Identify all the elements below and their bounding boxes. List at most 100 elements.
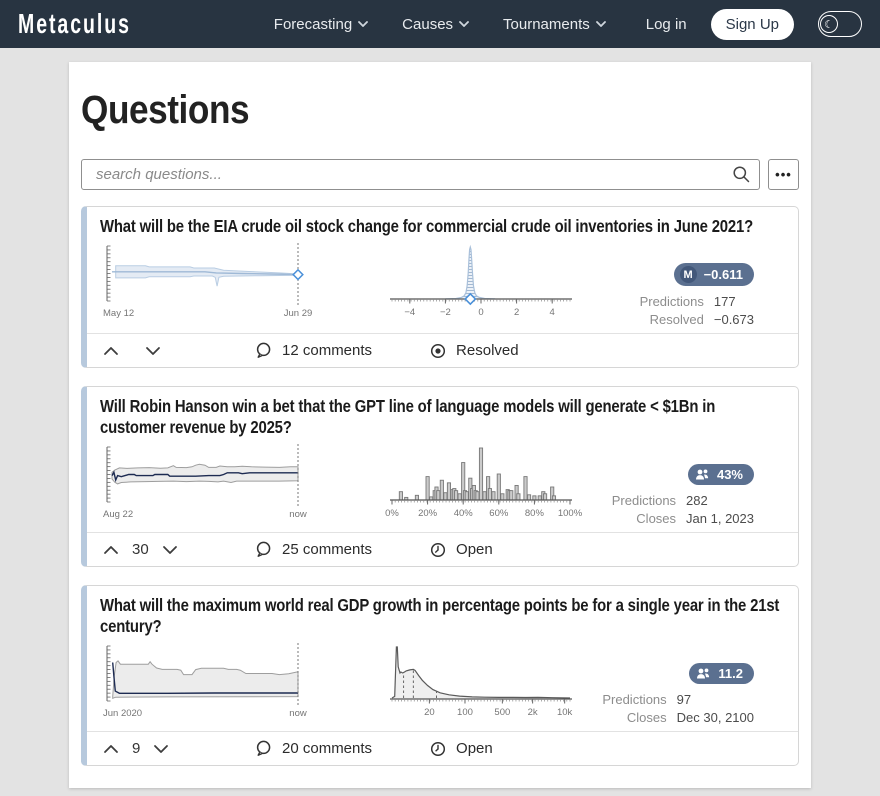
- nav-causes-label: Causes: [402, 15, 454, 33]
- svg-text:2k: 2k: [528, 707, 538, 718]
- comments-label: 25 comments: [282, 541, 373, 558]
- svg-text:4: 4: [550, 307, 555, 318]
- status: Resolved: [430, 342, 519, 359]
- charts-row: May 12 Jun 29 −4 −2 0 2 4 M −0.611 Prediction…: [100, 241, 782, 327]
- search-row: •••: [81, 159, 799, 190]
- downvote-button[interactable]: [162, 544, 178, 555]
- svg-text:100%: 100%: [558, 508, 583, 519]
- svg-text:80%: 80%: [525, 508, 545, 519]
- comments-link[interactable]: 12 comments: [255, 342, 372, 359]
- signup-button[interactable]: Sign Up: [710, 8, 794, 40]
- stat-label: Closes: [626, 710, 667, 725]
- vote-count: 9: [132, 740, 141, 757]
- people-icon: [695, 469, 709, 480]
- svg-text:Jun 2020: Jun 2020: [103, 708, 142, 719]
- svg-text:−4: −4: [404, 307, 415, 318]
- theme-toggle[interactable]: ☾: [818, 11, 862, 37]
- svg-text:20%: 20%: [418, 508, 438, 519]
- timeline-chart: May 12 Jun 29: [103, 243, 313, 319]
- upvote-button[interactable]: [103, 345, 119, 356]
- stat-value: Dec 30, 2100: [676, 710, 754, 725]
- downvote-button[interactable]: [153, 743, 169, 754]
- chevron-down-icon: [595, 21, 606, 27]
- badge-value: 43%: [716, 467, 743, 482]
- stat-value: 97: [676, 692, 692, 707]
- stat-label: Predictions: [639, 294, 704, 309]
- timeline-chart: Jun 2020 now: [103, 643, 307, 719]
- question-card[interactable]: Will Robin Hanson win a bet that the GPT…: [81, 386, 799, 567]
- comment-icon: [256, 541, 271, 557]
- nav-causes[interactable]: Causes: [402, 16, 469, 33]
- vote-controls: [103, 345, 215, 356]
- chevron-down-icon: [459, 21, 469, 27]
- vote-controls: 30: [103, 541, 215, 558]
- svg-text:May 12: May 12: [103, 308, 134, 319]
- nav-forecasting-label: Forecasting: [273, 15, 353, 33]
- comments-label: 12 comments: [282, 342, 373, 359]
- stat-label: Closes: [636, 511, 677, 526]
- distribution-chart: 20 100 500 2k 10k: [390, 646, 573, 718]
- vote-controls: 9: [103, 740, 215, 757]
- stat-value: 282: [686, 493, 708, 508]
- histogram-chart: 0% 20% 40% 60% 80% 100%: [385, 447, 583, 519]
- clock-icon: [430, 741, 446, 756]
- status: Open: [430, 541, 493, 558]
- comments-link[interactable]: 25 comments: [255, 541, 372, 558]
- comment-icon: [256, 342, 271, 358]
- stat-value: −0.673: [713, 312, 754, 327]
- question-title[interactable]: What will the maximum world real GDP gro…: [100, 595, 780, 636]
- prediction-badge: 11.2: [689, 663, 754, 684]
- vote-count: 30: [132, 541, 149, 558]
- logo[interactable]: Metaculus: [18, 7, 131, 40]
- page-title: Questions: [81, 88, 250, 132]
- more-options-button[interactable]: •••: [768, 159, 799, 190]
- svg-text:10k: 10k: [557, 707, 573, 718]
- distribution-chart: −4 −2 0 2 4: [390, 244, 572, 318]
- comments-label: 20 comments: [282, 740, 373, 757]
- badge-value: 11.2: [718, 666, 743, 681]
- navbar: Metaculus Forecasting Causes Tournaments…: [0, 0, 880, 48]
- svg-text:60%: 60%: [489, 508, 509, 519]
- svg-text:0: 0: [478, 307, 483, 318]
- timeline-chart: Aug 22 now: [103, 444, 307, 520]
- stat-label: Predictions: [602, 692, 667, 707]
- card-footer: 12 comments Resolved: [87, 333, 798, 367]
- upvote-button[interactable]: [103, 743, 119, 754]
- charts-row: Jun 2020 now 20 100 500 2k 10k 11.2: [100, 641, 782, 725]
- resolved-icon: [430, 343, 446, 358]
- stat-label: Resolved: [649, 312, 704, 327]
- prediction-stats: 11.2 Predictions 97 Closes Dec 30, 2100: [602, 641, 782, 725]
- nav-tournaments-label: Tournaments: [503, 15, 590, 33]
- searchbox: [81, 159, 760, 190]
- prediction-badge: M −0.611: [673, 263, 754, 286]
- upvote-button[interactable]: [103, 544, 119, 555]
- svg-text:Aug 22: Aug 22: [103, 509, 133, 520]
- svg-text:100: 100: [457, 707, 473, 718]
- question-card[interactable]: What will the maximum world real GDP gro…: [81, 585, 799, 766]
- moon-icon: ☾: [820, 15, 838, 33]
- people-icon: [697, 668, 710, 679]
- stat-value: 177: [713, 294, 736, 309]
- clock-icon: [430, 542, 446, 557]
- nav-forecasting[interactable]: Forecasting: [273, 15, 369, 33]
- charts-row: Aug 22 now 0% 20% 40% 60% 80% 100% 43%: [100, 442, 782, 526]
- main-nav: Forecasting Causes Tournaments: [274, 16, 606, 33]
- card-footer: 9 20 comments Open: [87, 731, 798, 765]
- login-link[interactable]: Log in: [645, 15, 687, 33]
- svg-text:20: 20: [424, 707, 435, 718]
- svg-text:2: 2: [514, 307, 519, 318]
- svg-text:now: now: [289, 509, 307, 520]
- comments-link[interactable]: 20 comments: [255, 740, 372, 757]
- svg-text:−2: −2: [440, 307, 451, 318]
- search-icon[interactable]: [732, 165, 751, 184]
- question-card[interactable]: What will be the EIA crude oil stock cha…: [81, 206, 799, 368]
- search-input[interactable]: [81, 159, 760, 190]
- nav-tournaments[interactable]: Tournaments: [503, 16, 606, 33]
- downvote-button[interactable]: [145, 345, 161, 356]
- content-container: Questions ••• What will be the EIA crude…: [69, 62, 811, 788]
- svg-text:Jun 29: Jun 29: [284, 308, 313, 319]
- question-title[interactable]: What will be the EIA crude oil stock cha…: [100, 216, 754, 236]
- metaculus-m-icon: M: [679, 266, 697, 283]
- question-title[interactable]: Will Robin Hanson win a bet that the GPT…: [100, 396, 716, 437]
- status-label: Open: [456, 541, 493, 558]
